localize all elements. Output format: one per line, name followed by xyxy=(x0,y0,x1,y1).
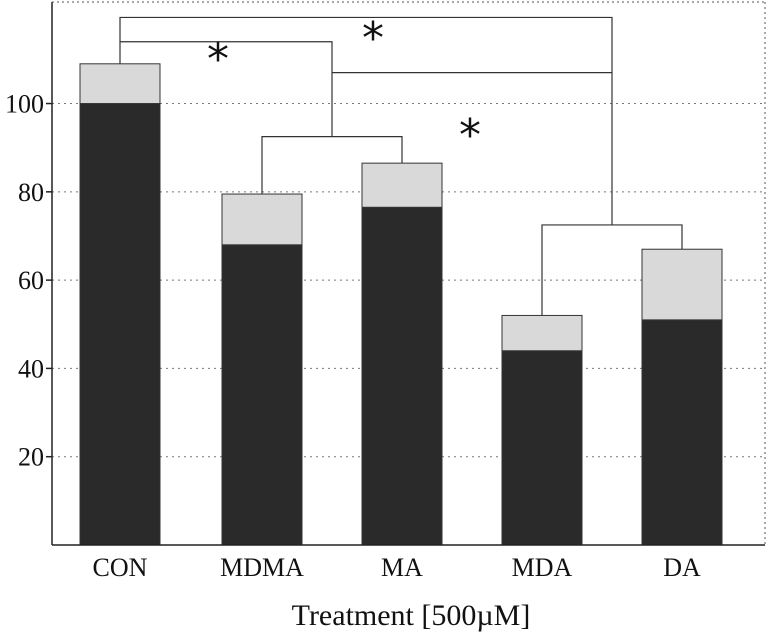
y-tick-label-80: 80 xyxy=(18,178,44,207)
axes xyxy=(51,1,766,546)
significance-star: * xyxy=(207,34,229,85)
category-label-con: CON xyxy=(93,553,148,582)
x-categories: CON MDMA MA MDA DA xyxy=(93,553,701,582)
y-tick-label-40: 40 xyxy=(18,354,44,383)
bar-mdma-segment-1 xyxy=(221,244,303,546)
bar-mdma-segment-2 xyxy=(221,193,303,246)
category-label-mda: MDA xyxy=(512,553,573,582)
bars xyxy=(79,63,723,546)
y-tick-label-20: 20 xyxy=(18,443,44,472)
bar-da-segment-2 xyxy=(641,248,723,321)
y-tick-label-100: 100 xyxy=(5,90,44,119)
category-label-da: DA xyxy=(663,553,701,582)
bar-ma-segment-2 xyxy=(361,162,443,208)
bar-mda-segment-2 xyxy=(501,314,583,352)
category-label-ma: MA xyxy=(381,553,423,582)
bar-da-segment-1 xyxy=(641,319,723,546)
significance-star: * xyxy=(362,13,384,64)
bar-con-segment-1 xyxy=(79,103,161,546)
category-label-mdma: MDMA xyxy=(220,553,304,582)
significance-brackets: * * * xyxy=(119,13,683,316)
y-ticks: 20 40 60 80 100 xyxy=(5,90,52,472)
bracket-con-mdma xyxy=(119,41,333,137)
bar-con-segment-2 xyxy=(79,63,161,105)
significance-star: * xyxy=(459,110,481,161)
x-axis-title: Treatment [500µM] xyxy=(292,599,531,632)
bar-mda-segment-1 xyxy=(501,350,583,546)
y-tick-label-60: 60 xyxy=(18,266,44,295)
bracket-con-mda xyxy=(119,16,613,225)
bar-ma-segment-1 xyxy=(361,206,443,546)
